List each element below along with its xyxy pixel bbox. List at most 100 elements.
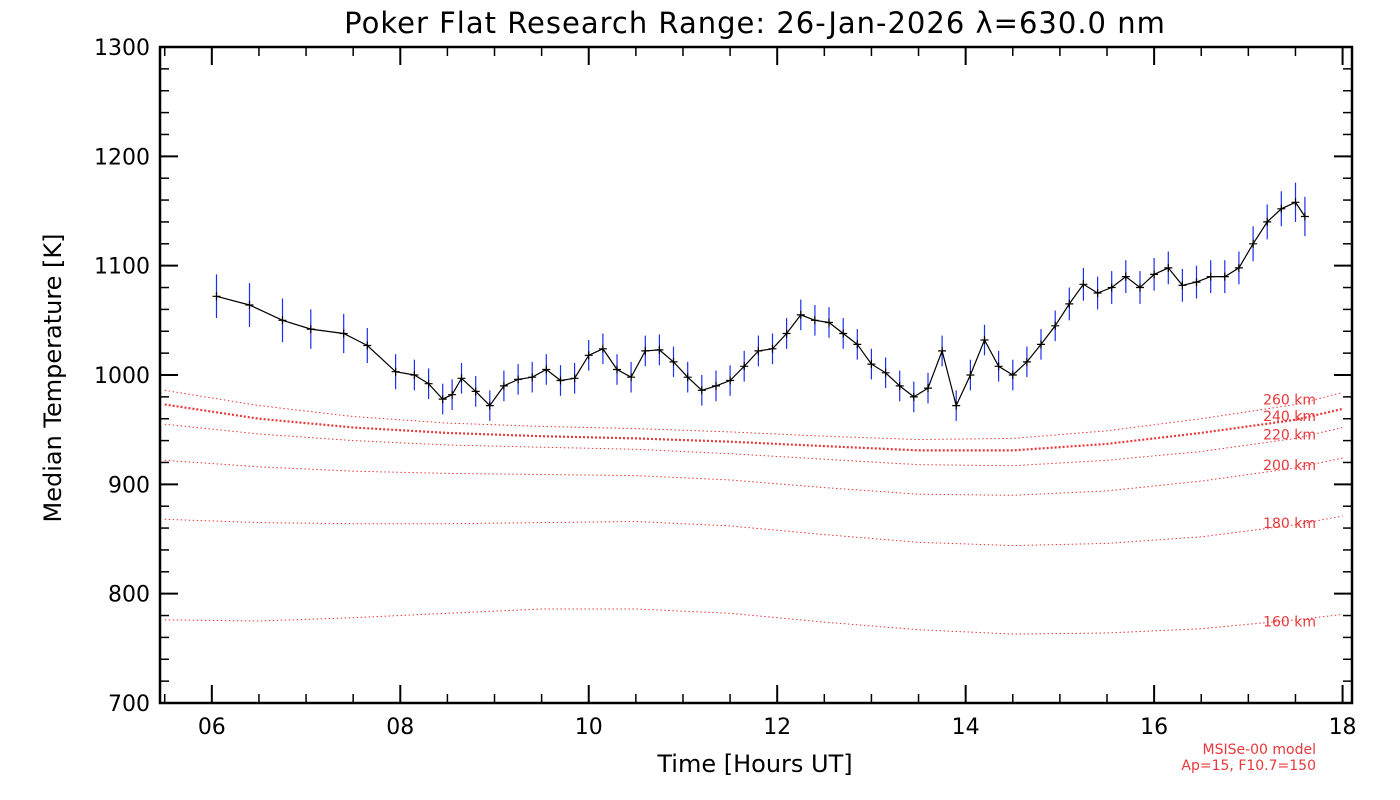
data-point [1037, 340, 1045, 349]
data-point [1164, 263, 1173, 272]
model-label-160km: 160 km [1263, 614, 1316, 630]
data-point [754, 346, 763, 355]
data-point [499, 381, 508, 390]
data-point [448, 390, 457, 399]
x-tick-label: 10 [575, 715, 603, 740]
y-tick-label: 800 [108, 583, 150, 608]
data-point [410, 371, 419, 379]
data-point [1093, 289, 1102, 297]
x-tick-label: 06 [198, 715, 226, 740]
data-point [528, 373, 537, 382]
model-curve-220km [164, 423, 1343, 467]
data-point [598, 344, 607, 353]
data-point [1136, 283, 1144, 292]
data-point [457, 374, 466, 383]
data-point [556, 376, 565, 385]
model-label-220km: 220 km [1263, 428, 1316, 444]
data-point [867, 360, 876, 369]
data-point [966, 371, 975, 379]
data-point [278, 316, 287, 325]
model-curve-160km [164, 608, 1343, 635]
x-tick-label: 12 [763, 715, 791, 740]
plot-frame [158, 45, 1354, 705]
y-tick-label: 900 [108, 473, 150, 498]
data-point [796, 310, 805, 319]
data-point [1206, 272, 1215, 281]
data-point [306, 325, 315, 334]
y-tick-label: 1200 [94, 145, 150, 170]
data-point [438, 395, 447, 404]
data-point [669, 357, 678, 366]
data-point [712, 381, 720, 390]
y-tick-label: 1100 [94, 255, 150, 280]
data-point [1051, 321, 1060, 330]
data-point [424, 379, 433, 388]
data-point [1277, 204, 1286, 213]
x-tick-label: 16 [1140, 715, 1168, 740]
y-tick-label: 1000 [94, 364, 150, 389]
data-point [1065, 299, 1074, 308]
model-curve-260km [164, 389, 1343, 441]
y-tick-label: 1300 [94, 36, 150, 61]
data-point [584, 351, 593, 360]
data-point [363, 341, 372, 350]
model-curve-180km [164, 515, 1343, 547]
data-point [909, 392, 918, 401]
data-point [1107, 283, 1116, 292]
data-point [627, 373, 636, 382]
chart-title: Poker Flat Research Range: 26-Jan-2026 λ… [344, 6, 1166, 40]
x-axis-label: Time [Hours UT] [656, 750, 852, 778]
model-label-200km: 200 km [1263, 458, 1316, 474]
y-axis-label: Median Temperature [K] [39, 233, 67, 522]
model-label-260km: 260 km [1263, 393, 1316, 409]
data-point [570, 374, 579, 383]
data-point [839, 329, 848, 338]
data-point [938, 346, 947, 355]
plot-axes: 06 08 10 12 14 16 18 700 800 900 1000 1100 1200 1300 [94, 36, 1357, 740]
data-point [471, 387, 480, 396]
data-point [881, 368, 890, 377]
data-point [1291, 198, 1300, 207]
median-temperature-line [216, 201, 1306, 408]
data-point [810, 316, 819, 325]
data-point [212, 292, 221, 301]
data-point [655, 345, 664, 354]
data-point [853, 340, 862, 349]
model-curve-200km [164, 457, 1343, 496]
data-point [825, 318, 833, 327]
data-point [1249, 239, 1258, 248]
data-point [1008, 371, 1017, 379]
data-point [1192, 278, 1201, 287]
data-point [391, 367, 400, 376]
data-point [740, 362, 749, 371]
data-point [339, 329, 348, 338]
data-point [782, 329, 791, 338]
data-point [980, 336, 989, 344]
data-point [613, 365, 621, 374]
data-point [924, 384, 932, 393]
data-point [245, 301, 254, 309]
data-point [1079, 280, 1088, 289]
model-note-line1: MSISe-00 model [1202, 742, 1316, 758]
model-note-line2: Ap=15, F10.7=150 [1181, 758, 1316, 774]
data-point [1300, 212, 1309, 221]
data-point [768, 344, 777, 353]
data-point [726, 376, 735, 385]
y-tick-label: 700 [108, 692, 150, 717]
data-point [683, 373, 692, 382]
data-point [542, 365, 551, 374]
data-point [514, 375, 523, 384]
data-point [641, 346, 650, 355]
data-point [1150, 270, 1159, 279]
x-tick-label: 08 [386, 715, 414, 740]
data-point [994, 362, 1003, 371]
measured-data [212, 182, 1309, 421]
data-point [1234, 263, 1243, 272]
model-curve-240km [164, 403, 1343, 452]
data-point [1263, 217, 1272, 226]
data-point [1121, 272, 1130, 281]
x-tick-label: 14 [952, 715, 980, 740]
data-point [697, 386, 706, 395]
model-label-240km: 240 km [1263, 409, 1316, 425]
